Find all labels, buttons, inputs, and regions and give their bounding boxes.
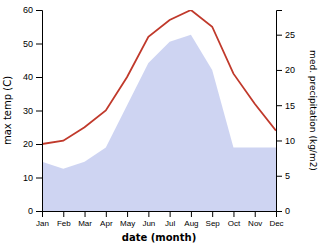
area xyxy=(42,35,276,211)
tick-mark xyxy=(148,211,149,217)
y2-axis-title: med. precipitation (kg/m2) xyxy=(308,50,318,171)
tick: Jan xyxy=(36,211,49,228)
tick: 20 xyxy=(23,139,42,149)
tick: Dec xyxy=(269,211,283,228)
tick-label: Mar xyxy=(78,219,92,228)
tick-mark xyxy=(276,105,282,106)
tick-mark xyxy=(127,211,128,217)
tick-label: 20 xyxy=(285,65,295,75)
tick: Nov xyxy=(248,211,262,228)
y-axis: 0 10 20 30 40 50 60 xyxy=(23,5,43,216)
tick-mark xyxy=(276,211,282,212)
axis-line xyxy=(43,212,277,218)
axis-line xyxy=(36,11,43,212)
x-axis-title: date (month) xyxy=(122,232,196,243)
tick: 0 xyxy=(28,206,42,216)
tick-label: Nov xyxy=(248,219,262,228)
axis-line xyxy=(277,11,283,212)
tick: 30 xyxy=(23,106,42,116)
tick-mark xyxy=(212,211,213,217)
tick: Mar xyxy=(78,211,92,228)
tick-mark xyxy=(276,140,282,141)
tick-label: 60 xyxy=(23,5,33,15)
tick: May xyxy=(120,211,135,228)
tick-mark xyxy=(36,44,42,45)
tick: Apr xyxy=(100,211,113,228)
tick: 20 xyxy=(276,65,295,75)
tick-label: 50 xyxy=(23,39,33,49)
tick-mark xyxy=(276,35,282,36)
tick-mark xyxy=(85,211,86,217)
tick-label: Jul xyxy=(165,219,175,228)
tick-mark xyxy=(36,144,42,145)
tick-mark xyxy=(276,70,282,71)
tick-label: 40 xyxy=(23,72,33,82)
tick-mark xyxy=(36,111,42,112)
x-axis: Jan Feb Mar Apr May Jun Jul Aug Sep Oct Nov Dec xyxy=(36,211,284,228)
tick-mark xyxy=(36,178,42,179)
tick: Oct xyxy=(228,211,241,228)
tick: 10 xyxy=(23,173,42,183)
tick-label: Dec xyxy=(269,219,283,228)
tick: 50 xyxy=(23,39,42,49)
tick-mark xyxy=(36,211,42,212)
tick: 0 xyxy=(276,206,290,216)
tick-label: 5 xyxy=(285,171,290,181)
tick-label: 0 xyxy=(28,206,33,216)
tick: Sep xyxy=(206,211,221,228)
tick: 60 xyxy=(23,5,42,15)
tick: 5 xyxy=(276,171,290,181)
y-axis-title: max temp (C) xyxy=(2,76,13,145)
tick-label: 25 xyxy=(285,30,295,40)
tick-label: 0 xyxy=(285,206,290,216)
tick-mark xyxy=(170,211,171,217)
tick-mark xyxy=(63,211,64,217)
tick-label: Feb xyxy=(57,219,71,228)
y2-axis: 0 5 10 15 20 25 xyxy=(276,11,295,217)
tick-mark xyxy=(276,176,282,177)
tick-label: Apr xyxy=(100,219,113,228)
tick: 15 xyxy=(276,101,295,111)
tick-label: Aug xyxy=(184,219,198,228)
tick-label: May xyxy=(120,219,135,228)
tick-label: Jan xyxy=(36,219,49,228)
tick-label: 10 xyxy=(285,136,295,146)
plot-area: JanFebMarAprMayJunJulAugSepOctNovDec0102… xyxy=(2,5,318,243)
tick-mark xyxy=(36,77,42,78)
tick-mark xyxy=(106,211,107,217)
tick: Jun xyxy=(142,211,155,228)
tick: Jul xyxy=(165,211,175,228)
tick-mark xyxy=(36,10,42,11)
tick-label: 10 xyxy=(23,173,33,183)
tick-label: Oct xyxy=(228,219,241,228)
line xyxy=(42,10,276,144)
tick-label: 15 xyxy=(285,101,295,111)
tick-label: 30 xyxy=(23,106,33,116)
tick: 40 xyxy=(23,72,42,82)
tick: Feb xyxy=(57,211,71,228)
tick-label: Sep xyxy=(206,219,221,228)
marks xyxy=(42,10,276,211)
tick-label: Jun xyxy=(142,219,155,228)
tick-mark xyxy=(255,211,256,217)
tick-mark xyxy=(191,211,192,217)
tick: Aug xyxy=(184,211,198,228)
tick-label: 20 xyxy=(23,139,33,149)
tick-mark xyxy=(233,211,234,217)
tick: 10 xyxy=(276,136,295,146)
tick: 25 xyxy=(276,30,295,40)
chart: JanFebMarAprMayJunJulAugSepOctNovDec0102… xyxy=(0,0,318,247)
